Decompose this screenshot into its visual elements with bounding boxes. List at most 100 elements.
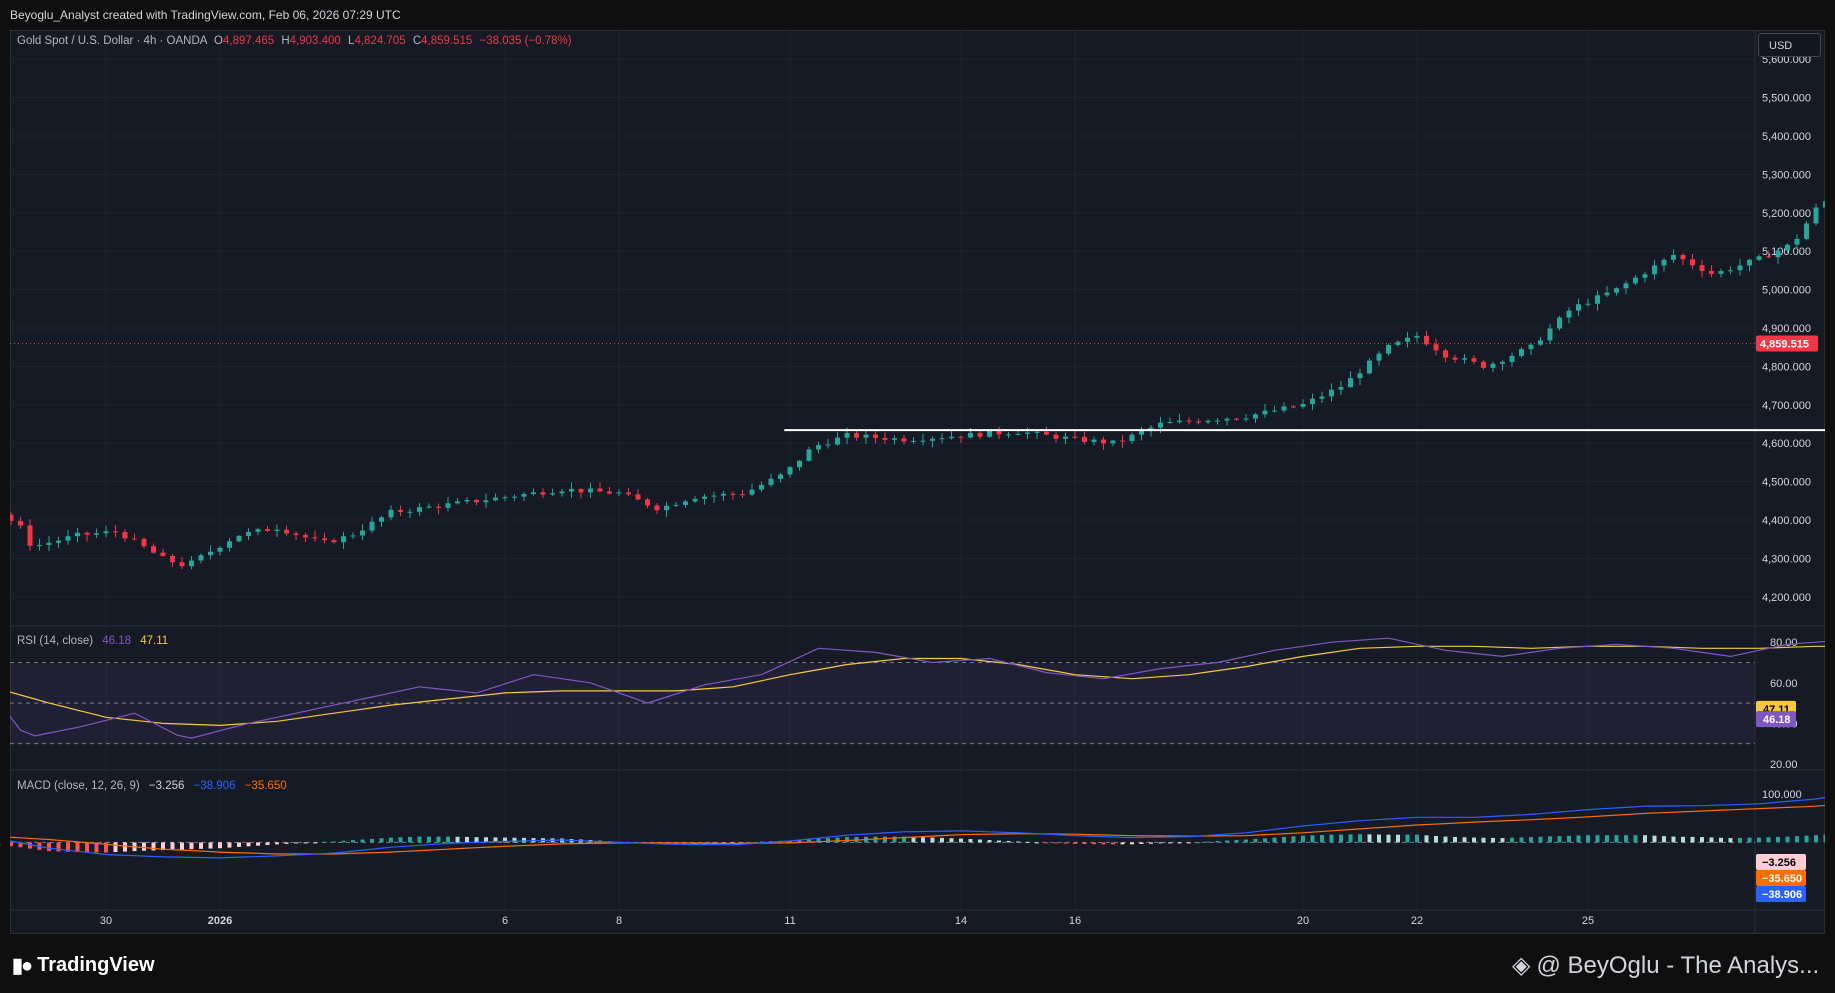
- candle-body: [569, 489, 574, 492]
- macd-histogram-bar: [940, 837, 944, 843]
- macd-histogram-bar: [978, 839, 982, 843]
- candle-body: [550, 493, 555, 495]
- candle-body: [84, 532, 90, 535]
- candle-body: [1291, 406, 1296, 408]
- macd-signal-badge: [1756, 870, 1806, 886]
- macd-histogram-bar: [1158, 842, 1163, 844]
- footer-bar: [0, 936, 1835, 993]
- candle-body: [1538, 340, 1543, 345]
- candle-body: [436, 506, 441, 508]
- macd-histogram-bar: [1149, 842, 1153, 844]
- candle-body: [1405, 337, 1410, 342]
- candle-body: [312, 537, 318, 539]
- candle-body: [407, 511, 413, 513]
- candle-body: [1566, 310, 1572, 318]
- macd-histogram-bar: [1510, 837, 1514, 843]
- candle-body: [426, 506, 432, 508]
- candle-body: [141, 538, 147, 547]
- macd-histogram-bar: [1130, 842, 1134, 845]
- candle-body: [597, 488, 603, 492]
- macd-histogram-bar: [493, 837, 498, 843]
- candle-body: [1167, 422, 1173, 424]
- rsi-ma-line: [10, 645, 1825, 727]
- time-tick-label: 8: [616, 915, 622, 927]
- macd-histogram-bar: [10, 842, 13, 847]
- candle-body: [284, 529, 289, 534]
- price-tick-label: 4,700.000: [1762, 400, 1811, 412]
- candle-body: [18, 520, 23, 526]
- macd-histogram-bar: [1358, 834, 1362, 843]
- macd-signal-line: [10, 804, 1825, 855]
- tradingview-logo[interactable]: ▮● TradingView: [12, 953, 155, 978]
- macd-histogram-bar: [1092, 842, 1096, 845]
- candle-body: [531, 492, 536, 495]
- macd-signal-value: −35.650: [244, 780, 287, 792]
- candle-body: [1329, 389, 1334, 397]
- candle-body: [673, 504, 679, 506]
- macd-histogram-bar: [104, 842, 108, 853]
- rsi-tick-label: 20.00: [1770, 759, 1798, 771]
- price-tick-label: 5,100.000: [1762, 246, 1811, 258]
- candle-body: [1006, 434, 1011, 436]
- candle-body: [512, 496, 517, 498]
- macd-histogram-bar: [949, 838, 954, 843]
- rsi-tick-label: 60.00: [1770, 678, 1798, 690]
- candle-body: [217, 547, 223, 552]
- macd-histogram-bar: [427, 836, 431, 843]
- candle-body: [246, 531, 251, 536]
- candle-body: [1490, 363, 1496, 368]
- candle-body: [341, 536, 346, 543]
- macd-histogram-bar: [826, 838, 830, 843]
- candle-body: [1015, 433, 1021, 435]
- candle-body: [1604, 292, 1610, 296]
- macd-histogram-bar: [1377, 834, 1381, 843]
- chart-svg[interactable]: 4,200.000 4,300.000 4,400.000 4,500.000 4,60…: [10, 30, 1825, 934]
- candle-body: [1072, 436, 1078, 438]
- macd-histogram-bar: [522, 837, 526, 843]
- macd-histogram-bar: [1396, 834, 1400, 843]
- macd-histogram-bar: [303, 842, 308, 844]
- candle-body: [939, 438, 945, 440]
- candle-body: [1215, 420, 1220, 422]
- macd-histogram-bar: [1206, 841, 1210, 843]
- macd-histogram-bar: [246, 842, 251, 847]
- macd-histogram-bar: [1196, 842, 1201, 844]
- currency-button[interactable]: USD: [1758, 33, 1821, 57]
- macd-histogram-bar: [759, 841, 764, 843]
- candle-body: [493, 497, 498, 501]
- candle-body: [1272, 410, 1277, 412]
- macd-histogram-bar: [1823, 834, 1825, 843]
- candle-body: [911, 440, 916, 442]
- macd-histogram-bar: [1339, 834, 1343, 843]
- macd-histogram-bar: [1804, 835, 1809, 843]
- candle-body: [1262, 410, 1268, 415]
- macd-hist-badge-label: −3.256: [1762, 857, 1796, 869]
- candle-body: [1281, 406, 1287, 411]
- candle-body: [645, 499, 650, 506]
- macd-histogram-bar: [465, 836, 469, 843]
- macd-histogram-bar: [1101, 842, 1106, 845]
- high-label: H: [281, 35, 290, 47]
- candle-body: [588, 488, 593, 493]
- candle-body: [920, 440, 926, 442]
- candle-body: [1414, 335, 1420, 338]
- candle-body: [1595, 295, 1600, 304]
- macd-histogram-bar: [1443, 836, 1448, 843]
- macd-histogram-bar: [1234, 840, 1239, 843]
- macd-histogram-bar: [1538, 836, 1543, 843]
- candle-body: [502, 497, 508, 499]
- macd-histogram-bar: [902, 836, 906, 843]
- candle-body: [483, 500, 489, 503]
- macd-histogram-bar: [360, 839, 365, 843]
- macd-histogram-bar: [66, 842, 70, 852]
- macd-histogram-bar: [1187, 842, 1191, 844]
- candle-body: [1471, 358, 1477, 362]
- tradingview-mark-icon: ▮●: [12, 955, 33, 977]
- macd-histogram-bar: [1519, 837, 1524, 843]
- rsi-value: 46.18: [102, 635, 132, 647]
- candle-body: [369, 521, 375, 531]
- macd-histogram-bar: [218, 842, 222, 849]
- watermark-text: @ BeyOglu - The Analys...: [1536, 951, 1820, 979]
- macd-histogram-bar: [227, 842, 232, 848]
- candle-body: [1243, 418, 1249, 420]
